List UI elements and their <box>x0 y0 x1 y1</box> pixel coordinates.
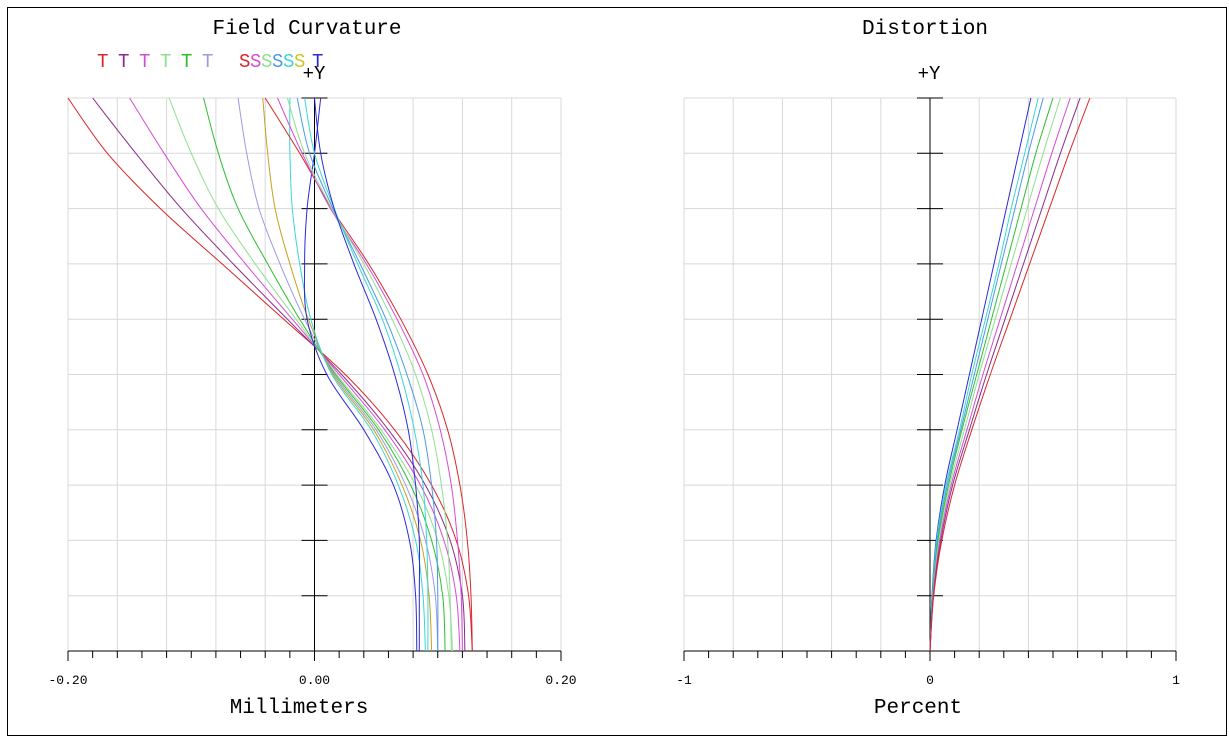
x-axis-label: Percent <box>874 697 962 720</box>
legend-entry: S <box>294 51 305 73</box>
legend-entry: T <box>118 51 129 73</box>
series-line-4 <box>203 97 446 652</box>
series-line-4 <box>929 97 1061 652</box>
x-tick-label: -1 <box>676 673 692 688</box>
legend-entry: T <box>181 51 192 73</box>
series-line-7 <box>289 97 426 652</box>
legend-entry: T <box>202 51 213 73</box>
series-group <box>67 97 473 652</box>
x-tick-label: 0.00 <box>299 673 330 688</box>
y-axis-label: +Y <box>918 63 941 85</box>
legend-entry: T <box>97 51 108 73</box>
chart-title: Distortion <box>862 18 988 41</box>
legend-entry: S <box>250 51 261 73</box>
x-tick-label: 0 <box>926 673 934 688</box>
legend-entry: T <box>139 51 150 73</box>
series-line-6 <box>929 97 1081 652</box>
series-line-6 <box>262 97 433 652</box>
series-line-10 <box>277 97 463 652</box>
series-line-5 <box>929 97 1071 652</box>
series-line-12 <box>296 97 439 652</box>
series-line-5 <box>237 97 439 652</box>
series-line-8 <box>303 97 418 652</box>
x-tick-label: 0.20 <box>545 673 576 688</box>
legend-entry: S <box>261 51 272 73</box>
series-line-3 <box>168 97 453 652</box>
x-tick-label: 1 <box>1172 673 1180 688</box>
legend-entry: S <box>272 51 283 73</box>
series-group <box>929 97 1091 652</box>
y-axis-label: +Y <box>303 63 326 85</box>
x-axis-label: Millimeters <box>230 697 369 720</box>
series-line-13 <box>304 97 429 652</box>
distortion-panel: Distortion +Y Percent -1 0 1 <box>676 18 1180 720</box>
series-line-14 <box>314 97 421 651</box>
series-line-3 <box>929 97 1054 652</box>
legend-entry: T <box>160 51 171 73</box>
series-line-2 <box>929 97 1044 652</box>
chart-title: Field Curvature <box>212 18 401 41</box>
series-line-1 <box>92 97 466 652</box>
legend-entry: S <box>239 51 250 73</box>
series-line-7 <box>929 97 1091 652</box>
series-line-2 <box>129 97 461 652</box>
legend-entry: S <box>283 51 294 73</box>
series-line-1 <box>929 97 1039 652</box>
x-tick-label: -0.20 <box>48 673 87 688</box>
legend-entry: T <box>312 51 323 73</box>
series-line-11 <box>286 97 452 652</box>
